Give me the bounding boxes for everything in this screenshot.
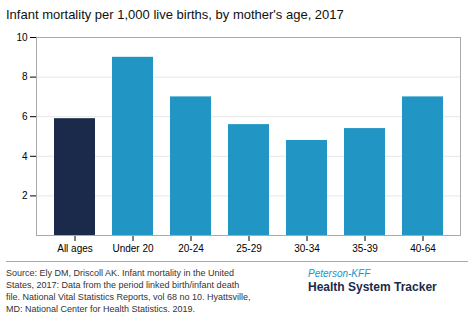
html-text:Peterson-KFF: Peterson-KFF (308, 268, 371, 279)
svg-text:All ages: All ages (57, 243, 93, 254)
svg-text:10: 10 (16, 32, 28, 43)
svg-text:20-24: 20-24 (178, 243, 204, 254)
html-text:Infant mortality per 1,000 liv: Infant mortality per 1,000 live births, … (6, 7, 344, 22)
svg-text:25-29: 25-29 (236, 243, 262, 254)
svg-text:40-64: 40-64 (410, 243, 436, 254)
svg-text:Under 20: Under 20 (112, 243, 154, 254)
html-text:Health System Tracker: Health System Tracker (308, 280, 437, 294)
svg-text:30-34: 30-34 (294, 243, 320, 254)
html-text:Source: Ely DM, Driscoll AK. I: Source: Ely DM, Driscoll AK. Infant mort… (6, 268, 251, 314)
svg-text:2: 2 (22, 190, 28, 201)
svg-text:6: 6 (22, 111, 28, 122)
svg-text:35-39: 35-39 (352, 243, 378, 254)
svg-text:4: 4 (22, 151, 28, 162)
svg-text:8: 8 (22, 71, 28, 82)
